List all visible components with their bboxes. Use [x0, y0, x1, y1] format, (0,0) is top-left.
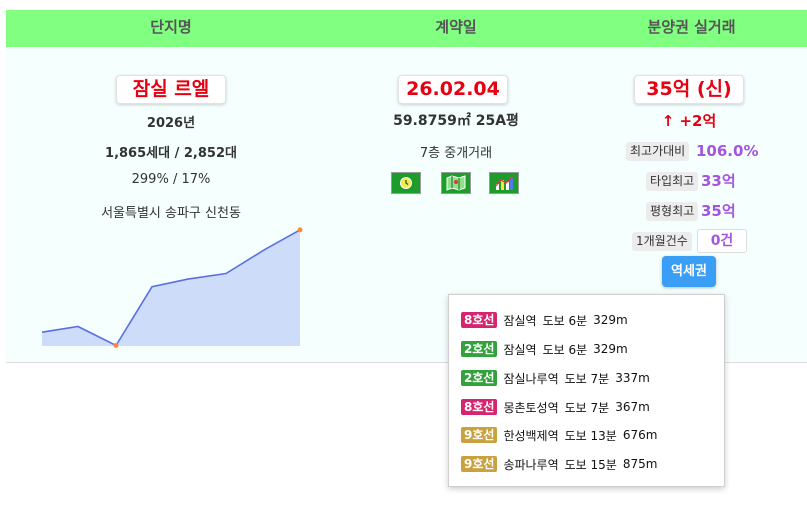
- price-change: ↑ +2억: [661, 112, 717, 130]
- distance: 875m: [622, 457, 658, 471]
- station-name: 송파나루역: [503, 457, 559, 472]
- list-item[interactable]: 2호선 잠실역 도보 6분 329m: [461, 340, 628, 358]
- distance: 676m: [622, 428, 658, 442]
- station-name: 한성백제역: [503, 428, 559, 443]
- max-ratio-label: 최고가대비: [626, 142, 690, 161]
- line-badge: 2호선: [461, 341, 498, 357]
- header-contract-date: 계약일: [435, 18, 477, 36]
- pyeong-max-label: 평형최고: [646, 202, 699, 221]
- walk-time: 도보 13분: [564, 428, 617, 443]
- list-item[interactable]: 2호선 잠실나루역 도보 7분 337m: [461, 369, 650, 387]
- unit-area: 59.8759㎡ 25A평: [393, 113, 519, 129]
- walk-time: 도보 6분: [542, 313, 588, 328]
- walk-time: 도보 7분: [564, 371, 610, 386]
- header-complex-name: 단지명: [150, 18, 192, 36]
- price-badge[interactable]: 35억 (신): [634, 75, 744, 104]
- station-name: 잠실역: [503, 313, 537, 328]
- monthly-count-value: 0건: [697, 229, 747, 253]
- complex-name-badge[interactable]: 잠실 르엘: [116, 75, 226, 104]
- distance: 337m: [615, 371, 650, 385]
- station-name: 몽촌토성역: [503, 400, 559, 415]
- line-badge: 8호선: [461, 312, 498, 328]
- type-max-label: 타입최고: [646, 172, 699, 191]
- walk-time: 도보 7분: [564, 400, 610, 415]
- sale-price: 35억 (신): [646, 78, 732, 100]
- list-item[interactable]: 9호선 송파나루역 도보 15분 875m: [461, 455, 657, 473]
- distance: 329m: [593, 313, 628, 327]
- list-item[interactable]: 9호선 한성백제역 도보 13분 676m: [461, 426, 657, 444]
- household-count: 1,865세대 / 2,852대: [105, 146, 237, 161]
- map-icon[interactable]: [441, 172, 471, 194]
- price-trend-chart: [41, 227, 303, 348]
- type-max-value: 33억: [701, 172, 736, 190]
- trend-point: [297, 227, 303, 233]
- chart-icon[interactable]: [489, 172, 519, 194]
- complex-name: 잠실 르엘: [132, 78, 210, 100]
- trend-area: [42, 229, 300, 346]
- station-popup: 8호선 잠실역 도보 6분 329m 2호선 잠실역 도보 6분 329m 2호…: [448, 294, 725, 487]
- station-area-button[interactable]: 역세권: [662, 256, 716, 287]
- list-item[interactable]: 8호선 잠실역 도보 6분 329m: [461, 311, 628, 329]
- trend-line: [41, 229, 301, 347]
- line-badge: 9호선: [461, 427, 498, 443]
- header-presale-price: 분양권 실거래: [647, 18, 736, 36]
- floor-area-ratio: 299% / 17%: [131, 172, 211, 187]
- distance: 367m: [615, 400, 650, 414]
- line-badge: 2호선: [461, 370, 498, 386]
- address: 서울특별시 송파구 신천동: [101, 206, 241, 221]
- monthly-count-label: 1개월건수: [632, 232, 692, 251]
- station-name: 잠실나루역: [503, 371, 559, 386]
- contract-date-badge[interactable]: 26.02.04: [398, 75, 508, 104]
- walk-time: 도보 15분: [564, 457, 617, 472]
- build-year: 2026년: [146, 116, 196, 131]
- walk-time: 도보 6분: [542, 342, 588, 357]
- distance: 329m: [593, 342, 628, 356]
- pyeong-max-value: 35억: [701, 202, 736, 220]
- contract-date: 26.02.04: [406, 78, 500, 100]
- line-badge: 8호선: [461, 399, 498, 415]
- table-header: 단지명 계약일 분양권 실거래: [6, 10, 807, 47]
- clock-icon[interactable]: [391, 172, 421, 194]
- station-name: 잠실역: [503, 342, 537, 357]
- list-item[interactable]: 8호선 몽촌토성역 도보 7분 367m: [461, 398, 650, 416]
- floor-trade-type: 7층 중개거래: [419, 146, 493, 161]
- line-badge: 9호선: [461, 456, 498, 472]
- trend-point: [113, 343, 119, 348]
- max-ratio-value: 106.0%: [696, 142, 759, 160]
